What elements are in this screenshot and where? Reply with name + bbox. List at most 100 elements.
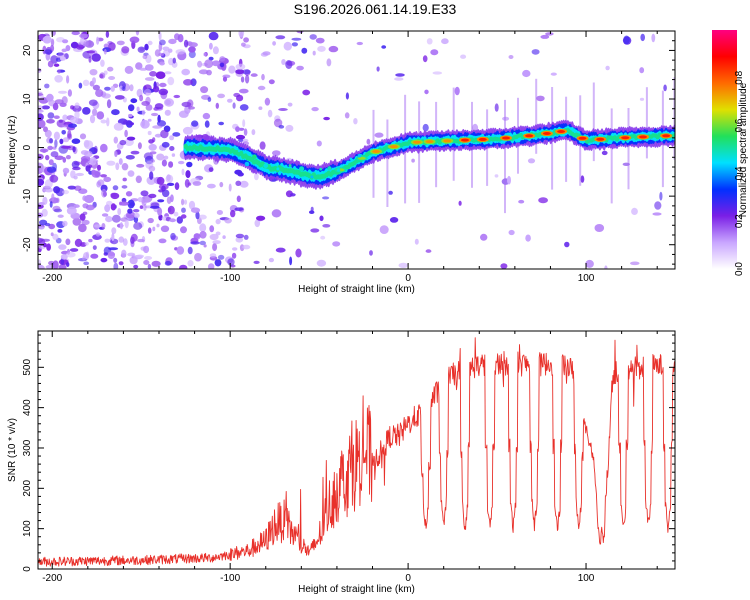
noise-blob — [640, 33, 645, 42]
noise-blob — [146, 176, 156, 185]
noise-blob — [211, 60, 221, 67]
noise-blob — [381, 45, 387, 49]
noise-blob — [326, 58, 332, 67]
ridge-hotspot — [502, 136, 510, 140]
noise-blob — [133, 216, 139, 223]
noise-blob — [67, 129, 72, 139]
noise-blob — [140, 246, 147, 251]
noise-blob — [169, 218, 177, 223]
noise-blob — [49, 138, 54, 144]
noise-blob — [100, 257, 108, 263]
noise-blob — [188, 50, 196, 59]
noise-blob — [46, 243, 51, 251]
noise-blob — [243, 128, 248, 136]
noise-blob — [156, 223, 160, 228]
y-tick-label-bottom: 500 — [22, 359, 33, 376]
noise-blob — [130, 122, 134, 126]
noise-blob — [92, 77, 96, 84]
streak-mark — [627, 108, 630, 190]
noise-blob — [319, 215, 324, 222]
noise-blob — [108, 76, 116, 80]
noise-blob — [142, 54, 148, 60]
y-tick-label-top: -20 — [22, 237, 33, 252]
noise-blob — [110, 238, 119, 245]
noise-blob — [159, 82, 167, 88]
noise-blob — [239, 180, 249, 188]
noise-blob — [187, 182, 192, 186]
noise-blob — [75, 172, 84, 177]
noise-blob — [316, 259, 327, 267]
noise-blob — [88, 56, 92, 63]
noise-blob — [164, 109, 171, 116]
noise-blob — [522, 69, 531, 78]
ridge-dot — [288, 164, 292, 168]
noise-blob — [84, 150, 93, 158]
noise-blob — [112, 214, 121, 223]
noise-blob — [97, 164, 101, 171]
noise-blob — [133, 222, 143, 230]
noise-blob — [169, 146, 175, 151]
noise-blob — [73, 204, 80, 208]
noise-blob — [45, 154, 50, 161]
noise-blob — [222, 235, 226, 240]
noise-blob — [76, 44, 85, 50]
noise-blob — [82, 256, 87, 261]
noise-blob — [538, 197, 548, 204]
noise-blob — [144, 256, 153, 260]
ridge-dot — [252, 154, 257, 159]
noise-blob — [389, 217, 399, 223]
noise-blob — [126, 136, 136, 141]
ridge-dot — [327, 166, 332, 171]
noise-blob — [137, 238, 145, 243]
noise-blob — [162, 46, 170, 51]
noise-blob — [309, 210, 315, 214]
noise-blob — [49, 174, 59, 183]
noise-blob — [79, 133, 87, 140]
noise-blob — [507, 175, 511, 185]
y-tick-label-top: 20 — [22, 44, 33, 56]
noise-blob — [180, 214, 187, 219]
noise-blob — [239, 104, 249, 111]
noise-blob — [140, 190, 149, 197]
noise-blob — [379, 225, 389, 235]
noise-blob — [38, 264, 45, 269]
noise-blob — [52, 233, 59, 240]
noise-blob — [127, 252, 136, 257]
noise-blob — [230, 209, 236, 218]
noise-blob — [44, 129, 52, 138]
noise-blob — [83, 39, 89, 47]
noise-blob — [121, 185, 128, 189]
noise-blob — [281, 59, 286, 65]
noise-blob — [121, 163, 129, 171]
noise-blob — [66, 206, 77, 215]
noise-blob — [152, 226, 156, 232]
noise-blob — [82, 107, 91, 115]
noise-blob — [62, 39, 69, 44]
noise-blob — [214, 259, 222, 267]
noise-blob — [224, 217, 232, 224]
noise-blob — [233, 92, 241, 98]
ridge-hotspot — [639, 135, 647, 139]
noise-blob — [144, 64, 154, 71]
ridge-hotspot — [557, 130, 566, 133]
noise-blob — [388, 190, 393, 195]
noise-blob — [208, 167, 214, 173]
colorbar-label: Normalized spectral amplitude — [738, 82, 749, 217]
ridge-dot — [237, 149, 241, 153]
colorbar-tick-label: 0.6 — [734, 118, 745, 132]
noise-blob — [110, 85, 115, 92]
noise-blob — [38, 178, 45, 186]
noise-blob — [151, 112, 159, 117]
noise-blob — [62, 220, 68, 227]
noise-blob — [268, 79, 275, 85]
noise-blob — [107, 66, 114, 72]
noise-blob — [38, 109, 44, 113]
noise-blob — [272, 41, 276, 46]
noise-blob — [129, 84, 134, 92]
noise-blob — [54, 139, 58, 148]
ridge-dot — [357, 153, 362, 158]
noise-blob — [207, 183, 216, 189]
noise-blob — [137, 142, 142, 150]
noise-blob — [273, 118, 283, 128]
